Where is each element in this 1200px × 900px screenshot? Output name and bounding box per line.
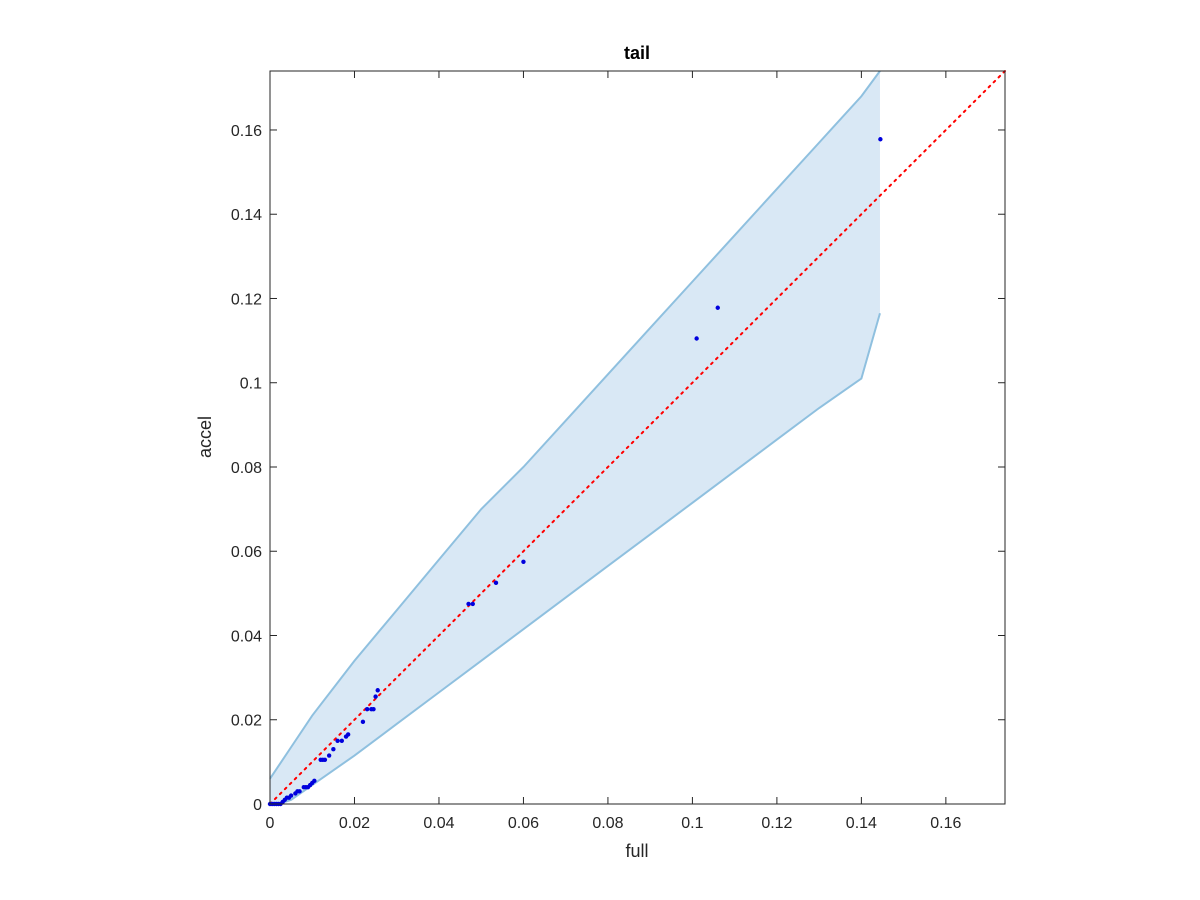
chart-title: tail [624,43,650,63]
y-tick-label: 0.08 [231,460,262,477]
data-point [694,336,699,341]
data-point [331,747,336,752]
x-tick-label: 0.1 [681,815,703,832]
x-axis: 0 0.02 0.04 0.06 0.08 0.1 0.12 0.14 0.16 [266,71,962,832]
data-point [326,753,332,758]
y-tick-label: 0.02 [231,713,262,730]
y-tick-label: 0.14 [231,207,262,224]
data-point [297,789,302,794]
data-point [878,137,883,142]
x-tick-label: 0.04 [423,815,454,832]
data-point [375,688,380,693]
x-tick-label: 0.08 [592,815,623,832]
band-fill [270,71,880,804]
data-point [364,707,370,712]
x-tick-label: 0 [266,815,275,832]
data-point [371,707,376,712]
reference-line [269,70,1006,805]
y-tick-label: 0.06 [231,544,262,561]
data-point [373,694,378,699]
band-upper-edge [269,70,881,780]
x-tick-label: 0.06 [508,815,539,832]
data-point [335,738,340,744]
y-tick-label: 0.12 [231,291,262,308]
data-point [322,757,328,762]
y-tick-label: 0.16 [231,123,262,140]
confidence-band [269,70,881,805]
data-points [267,137,883,807]
x-tick-label: 0.14 [846,815,877,832]
data-point [466,601,471,607]
data-point [360,719,366,725]
data-point [288,793,294,798]
x-tick-label: 0.16 [930,815,961,832]
y-tick-label: 0 [253,797,262,814]
data-point [470,601,475,607]
data-point [521,559,526,564]
y-tick-label: 0.1 [240,376,262,393]
data-point [312,778,317,784]
y-axis: 0 0.02 0.04 0.06 0.08 0.1 0.12 0.14 0.16 [231,123,1005,814]
identity-line [269,70,1006,805]
data-point [493,580,499,586]
y-tick-label: 0.04 [231,628,262,645]
x-tick-label: 0.12 [761,815,792,832]
x-tick-label: 0.02 [339,815,370,832]
y-axis-label: accel [195,416,215,458]
data-point [715,305,720,310]
x-axis-label: full [625,841,648,861]
data-point [345,732,351,737]
axes-box [269,70,1006,805]
data-point [339,738,345,744]
